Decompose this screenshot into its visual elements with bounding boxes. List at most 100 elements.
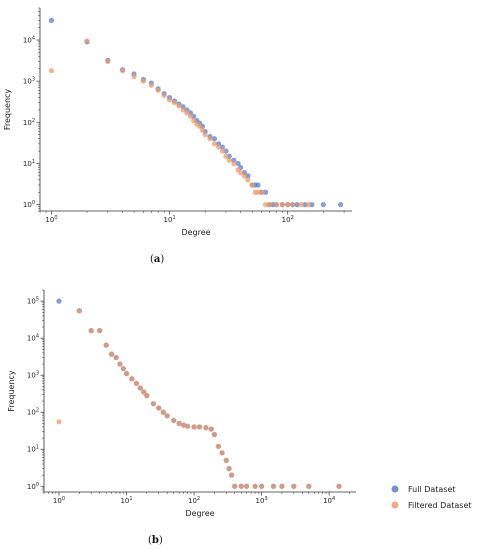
x-tick-label: 101 (164, 215, 176, 224)
panel-a-chart: 100 101 102 100 101 102 103 104 Degree Frequency (3, 7, 352, 237)
point-filtered-dataset (202, 132, 208, 138)
point-filtered-dataset (137, 385, 143, 391)
y-tick-label: 102 (27, 408, 39, 417)
x-axis-label: Degree (181, 228, 210, 237)
point-filtered-dataset (273, 202, 279, 208)
point-filtered-dataset (176, 420, 182, 426)
point-filtered-dataset (133, 380, 139, 387)
point-full-dataset (48, 17, 55, 23)
point-filtered-dataset (140, 78, 146, 84)
point-filtered-dataset (219, 148, 226, 154)
point-filtered-dataset (298, 202, 304, 208)
caption-b: (b) (148, 535, 163, 546)
point-full-dataset (219, 144, 226, 150)
point-filtered-dataset (208, 426, 214, 432)
point-filtered-dataset (105, 58, 111, 65)
point-filtered-dataset (196, 424, 203, 430)
point-filtered-dataset (76, 308, 82, 314)
point-filtered-dataset (223, 457, 229, 463)
point-filtered-dataset (155, 87, 161, 93)
x-tick-label: 100 (45, 215, 57, 224)
point-filtered-dataset (119, 68, 126, 74)
caption-a: (a) (150, 254, 164, 265)
point-filtered-dataset (279, 483, 285, 489)
point-filtered-dataset (226, 466, 232, 472)
point-filtered-dataset (197, 123, 203, 129)
point-filtered-dataset (171, 100, 178, 106)
point-full-dataset (337, 202, 344, 208)
point-filtered-dataset (129, 376, 135, 382)
point-filtered-dataset (229, 472, 235, 478)
point-full-dataset (56, 298, 62, 304)
point-filtered-dataset (199, 127, 206, 133)
point-filtered-dataset (161, 92, 167, 99)
point-filtered-dataset (226, 157, 232, 163)
point-filtered-dataset (238, 483, 244, 489)
point-filtered-dataset (241, 173, 248, 179)
point-filtered-dataset (191, 118, 197, 124)
point-filtered-dataset (88, 328, 94, 334)
panel-b-chart: 100 101 102 103 104 100 101 102 103 104 105 Degree F… (7, 289, 356, 518)
point-filtered-dataset (211, 141, 218, 147)
point-filtered-dataset (164, 413, 170, 419)
point-filtered-dataset (108, 351, 115, 357)
x-tick-label: 104 (323, 496, 335, 505)
point-full-dataset (263, 189, 269, 195)
y-axis-label: Frequency (3, 89, 12, 131)
point-full-dataset (294, 202, 300, 208)
y-tick-label: 104 (23, 36, 35, 45)
point-filtered-dataset (103, 342, 109, 348)
y-tick-label: 103 (23, 77, 35, 86)
point-full-dataset (235, 160, 241, 167)
y-tick-label: 101 (27, 445, 39, 454)
point-filtered-dataset (244, 483, 250, 489)
point-full-dataset (255, 182, 261, 188)
legend-label-full: Full Dataset (408, 485, 456, 494)
point-filtered-dataset (290, 202, 296, 208)
y-tick-label: 103 (27, 371, 39, 380)
point-filtered-dataset (150, 401, 156, 407)
point-filtered-dataset (279, 202, 285, 208)
point-filtered-dataset (123, 371, 130, 377)
y-tick-label: 101 (23, 159, 35, 168)
point-filtered-dataset (232, 483, 238, 489)
point-full-dataset (211, 136, 218, 142)
point-filtered-dataset (306, 483, 312, 489)
point-filtered-dataset (84, 38, 90, 44)
y-tick-label: 105 (27, 297, 39, 306)
point-filtered-dataset (160, 409, 166, 415)
point-filtered-dataset (176, 103, 182, 109)
point-filtered-dataset (191, 424, 197, 430)
x-tick-label: 100 (53, 496, 65, 505)
point-filtered-dataset (263, 202, 269, 208)
x-tick-label: 102 (282, 215, 294, 224)
legend-marker-full (391, 485, 399, 493)
x-axis-label: Degree (185, 509, 214, 518)
point-filtered-dataset (117, 361, 123, 367)
point-filtered-dataset (156, 405, 162, 411)
point-filtered-dataset (249, 182, 255, 188)
point-filtered-dataset (336, 483, 342, 489)
point-filtered-dataset (285, 202, 291, 208)
point-filtered-dataset (238, 170, 244, 176)
point-filtered-dataset (305, 202, 312, 208)
point-filtered-dataset (207, 136, 213, 142)
point-filtered-dataset (131, 73, 137, 80)
point-filtered-dataset (120, 366, 127, 372)
legend-label-filtered: Filtered Dataset (408, 501, 472, 510)
point-filtered-dataset (252, 483, 258, 489)
point-filtered-dataset (148, 82, 154, 88)
y-tick-label: 104 (27, 334, 39, 343)
point-filtered-dataset (291, 483, 297, 489)
point-filtered-dataset (171, 417, 177, 424)
point-filtered-dataset (245, 177, 251, 183)
point-filtered-dataset (180, 422, 187, 428)
point-filtered-dataset (216, 144, 222, 150)
point-filtered-dataset (56, 419, 62, 425)
point-filtered-dataset (215, 443, 222, 449)
point-filtered-dataset (113, 354, 119, 361)
point-filtered-dataset (187, 113, 193, 119)
point-filtered-dataset (258, 483, 265, 489)
point-filtered-dataset (166, 97, 173, 103)
